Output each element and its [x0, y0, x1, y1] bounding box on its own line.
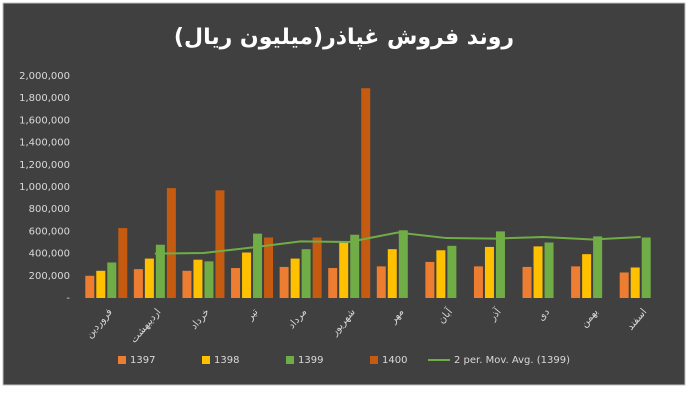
bar: [253, 233, 263, 298]
bar: [193, 259, 203, 298]
y-tick-label: 1,400,000: [19, 138, 70, 149]
bar: [544, 242, 554, 298]
bar: [361, 88, 371, 299]
bar: [619, 272, 629, 298]
bar: [290, 258, 300, 298]
moving-average-line: [154, 231, 641, 255]
bar: [522, 266, 532, 298]
bar: [571, 266, 581, 298]
bar: [166, 188, 176, 298]
bar: [242, 252, 252, 298]
y-tick-label: 1,000,000: [19, 182, 70, 193]
bar: [593, 236, 603, 298]
y-tick-label: 1,600,000: [19, 115, 70, 126]
bar: [641, 237, 651, 298]
bar: [533, 246, 543, 298]
y-tick-label: 2,000,000: [19, 71, 70, 82]
y-tick-label: 1,800,000: [19, 93, 70, 104]
bar: [312, 237, 322, 298]
bar: [582, 254, 592, 298]
y-tick-label: 200,000: [29, 271, 70, 282]
bar: [425, 261, 435, 298]
bar: [204, 261, 214, 298]
legend-swatch: [118, 356, 126, 364]
bar: [387, 249, 397, 298]
y-tick-label: 600,000: [29, 226, 70, 237]
bar: [447, 245, 457, 298]
bar: [96, 270, 106, 298]
legend-label: 1398: [214, 355, 239, 366]
bar: [473, 266, 483, 298]
bar: [264, 237, 274, 298]
bar: [398, 230, 408, 298]
bar: [144, 258, 154, 298]
bar: [85, 275, 95, 298]
bar: [630, 267, 640, 298]
legend-label: 2 per. Mov. Avg. (1399): [454, 355, 570, 366]
bar: [231, 268, 241, 298]
bar: [436, 250, 446, 298]
bar: [328, 268, 338, 298]
legend-swatch: [202, 356, 210, 364]
chart-background: [2, 2, 686, 386]
bar: [107, 262, 117, 298]
bar: [350, 234, 360, 298]
bar: [301, 249, 311, 298]
bar: [484, 246, 494, 298]
bar: [182, 270, 192, 298]
y-tick-label: 1,200,000: [19, 160, 70, 171]
bar: [495, 231, 505, 298]
chart-title: روند فروش غپاذر(میلیون ریال): [174, 25, 514, 50]
bar: [133, 269, 143, 298]
bar: [339, 242, 349, 298]
bar: [215, 190, 225, 298]
legend-swatch: [286, 356, 294, 364]
bar: [155, 244, 165, 298]
legend-swatch: [370, 356, 378, 364]
bar: [279, 266, 289, 298]
legend-label: 1400: [382, 355, 407, 366]
y-tick-label: -: [66, 293, 70, 304]
legend-label: 1397: [130, 355, 155, 366]
bar: [376, 266, 386, 298]
y-tick-label: 400,000: [29, 249, 70, 260]
legend-label: 1399: [298, 355, 323, 366]
y-tick-label: 800,000: [29, 204, 70, 215]
bar: [118, 228, 128, 298]
